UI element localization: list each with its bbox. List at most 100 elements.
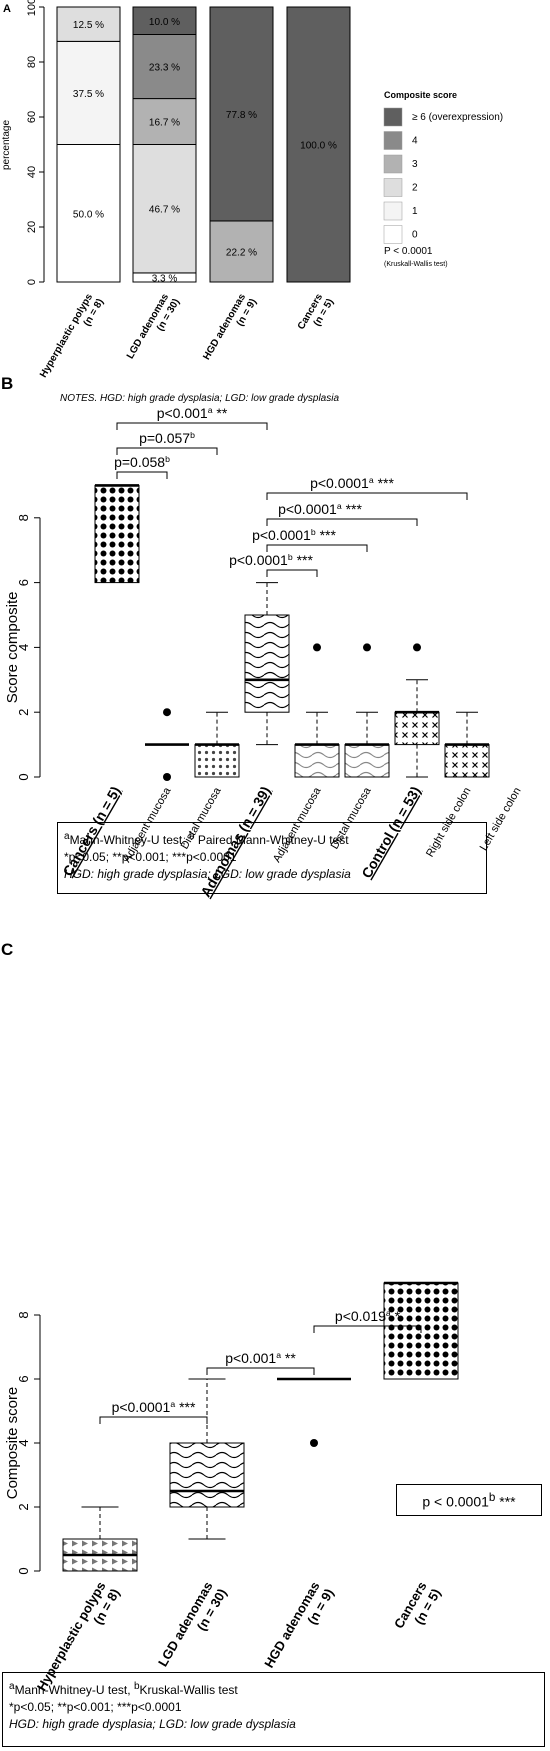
panel-b-outlier [163,773,171,781]
panel-c-bracket-label: p<0.0001a *** [112,1399,196,1415]
panel-b-bracket [116,422,268,430]
panel-b-bracket [266,492,468,500]
panel-a-y-tick-label: 0 [26,279,38,285]
panel-a-segment-label: 37.5 % [73,89,104,100]
panel-c-footnote-b: Kruskal-Wallis test [139,1683,238,1697]
panel-c-footnote-a: Mann-Whitney-U test, [14,1683,134,1697]
panel-a-bar-segment [56,144,121,283]
panel-b-box [344,744,390,778]
panel-c-y-label: Composite score [4,1387,21,1500]
panel-b-bracket-label: p<0.001a ** [157,405,228,421]
panel-a-y-tick-label: 20 [26,221,38,233]
panel-b-bracket-label: p<0.0001a *** [278,501,362,517]
panel-c-overall-sup: b [488,1491,496,1504]
panel-b-bracket [116,471,168,479]
panel-b-outlier [413,643,421,652]
panel-a-segment-label: 100.0 % [300,141,337,152]
panel-a-legend-label: 0 [412,230,418,241]
panel-a-segment-label: 12.5 % [73,20,104,31]
panel-a-y-tick-label: 80 [26,56,38,68]
panel-a-legend-swatch [383,225,403,244]
panel-b-box [294,744,340,778]
panel-a-segment-label: 77.8 % [226,110,257,121]
panel-a-x-label: Hyperplastic polyps [38,292,95,380]
panel-a-bar-segment [209,220,274,283]
panel-c-box [169,1442,245,1508]
panel-b-footnote-a: Mann-Whitney-U test, [69,833,189,847]
panel-b-bracket [266,518,418,526]
panel-a-legend-label: 3 [412,159,418,170]
panel-c-y-tick-label: 0 [16,1567,31,1574]
panel-a-segment-label: 3.3 % [152,273,178,284]
panel-a-bar-segment [132,34,197,100]
panel-c-footnote-sig: *p<0.05; **p<0.001; ***p<0.0001 [9,1700,182,1714]
panel-b-y-tick-label: 4 [16,644,31,651]
panel-c-bracket-label: p<0.019a * [335,1308,401,1324]
panel-b-bracket [266,569,318,577]
panel-a-notes: NOTES. HGD: high grade dysplasia; LGD: l… [60,393,340,404]
panel-b-footnote-sig: *p<0.05; **p<0.001; ***p<0.0001 [64,850,237,864]
panel-a-segment-label: 23.3 % [149,63,180,74]
panel-b-box [244,614,290,713]
panel-a-bar-segment [132,98,197,145]
panel-a-legend-label: 4 [412,136,418,147]
panel-c-y-tick-label: 6 [16,1375,31,1382]
panel-a-bar-segment [132,144,197,274]
panel-letter-c: C [1,940,13,959]
panel-c-bracket [99,1416,208,1424]
panel-b-y-label: Score composite [4,592,21,704]
panel-b-footnote-b: Paired Mann-Whitney-U test [194,833,349,847]
panel-a-bar-segment [132,6,197,35]
panel-a-segment-label: 50.0 % [73,209,104,220]
panel-a-legend-title: Composite score [384,90,457,100]
panel-b-bracket-label: p=0.058b [114,454,170,470]
panel-a-legend-swatch [383,131,403,150]
panel-c-bracket [206,1367,315,1375]
panel-b-outlier [313,643,321,652]
panel-c-overall-pvalue: p < 0.0001b *** [396,1484,542,1516]
panel-b-y-tick-label: 2 [16,709,31,716]
panel-letter-b: B [1,374,13,393]
panel-a-segment-label: 46.7 % [149,205,180,216]
panel-c-y-tick-label: 8 [16,1311,31,1318]
panel-c-bracket [313,1325,422,1333]
panel-c-y-tick-label: 2 [16,1503,31,1510]
panel-a-y-tick-label: 40 [26,166,38,178]
panel-b-box [194,744,240,778]
panel-c-bracket-label: p<0.001a ** [225,1350,296,1366]
panel-b-outlier [363,643,371,652]
panel-c-y-tick-label: 4 [16,1439,31,1446]
panel-a-y-label: percentage [1,120,12,170]
panel-c-overall-stars: *** [499,1493,516,1510]
panel-a-legend-swatch [383,154,403,174]
panel-a-legend-label: 2 [412,183,418,194]
panel-a-bar-segment [56,40,121,145]
panel-b-bracket-label: p<0.0001b *** [229,552,313,568]
panel-b-y-tick-label: 0 [16,773,31,780]
panel-a-segment-label: 22.2 % [226,247,257,258]
panel-a-legend-swatch [383,201,403,221]
panel-b-box [444,744,490,778]
panel-c-footnote-box: aMann-Whitney-U test, bKruskal-Wallis te… [2,1672,545,1747]
panel-b-footnote-box: aMann-Whitney-U test, b Paired Mann-Whit… [57,822,487,894]
panel-b-box [394,711,440,746]
panel-a-legend-label: ≥ 6 (overexpression) [412,112,503,123]
panel-b-outlier [163,708,171,717]
panel-b-y-tick-label: 6 [16,579,31,586]
panel-b-box [94,484,140,584]
panel-b-bracket [266,544,368,552]
panel-a-legend-swatch [383,178,403,197]
panel-b-bracket-label: p<0.0001a *** [310,475,394,491]
panel-a-bar-segment [209,6,274,222]
panel-a-bar-segment [56,6,121,42]
panel-c-footnote-tests: aMann-Whitney-U test, bKruskal-Wallis te… [9,1681,238,1697]
panel-a-bar-segment [286,6,351,283]
panel-c-footnote-abbr: HGD: high grade dysplasia; LGD: low grad… [9,1717,296,1731]
panel-a-y-tick-label: 100 [26,0,38,16]
panel-a-legend-swatch [383,107,403,127]
panel-a-legend-label: 1 [412,206,418,217]
panel-a-y-tick-label: 60 [26,111,38,123]
panel-a-pvalue: P < 0.0001 [384,246,433,257]
panel-b-bracket-label: p=0.057b [139,430,195,446]
